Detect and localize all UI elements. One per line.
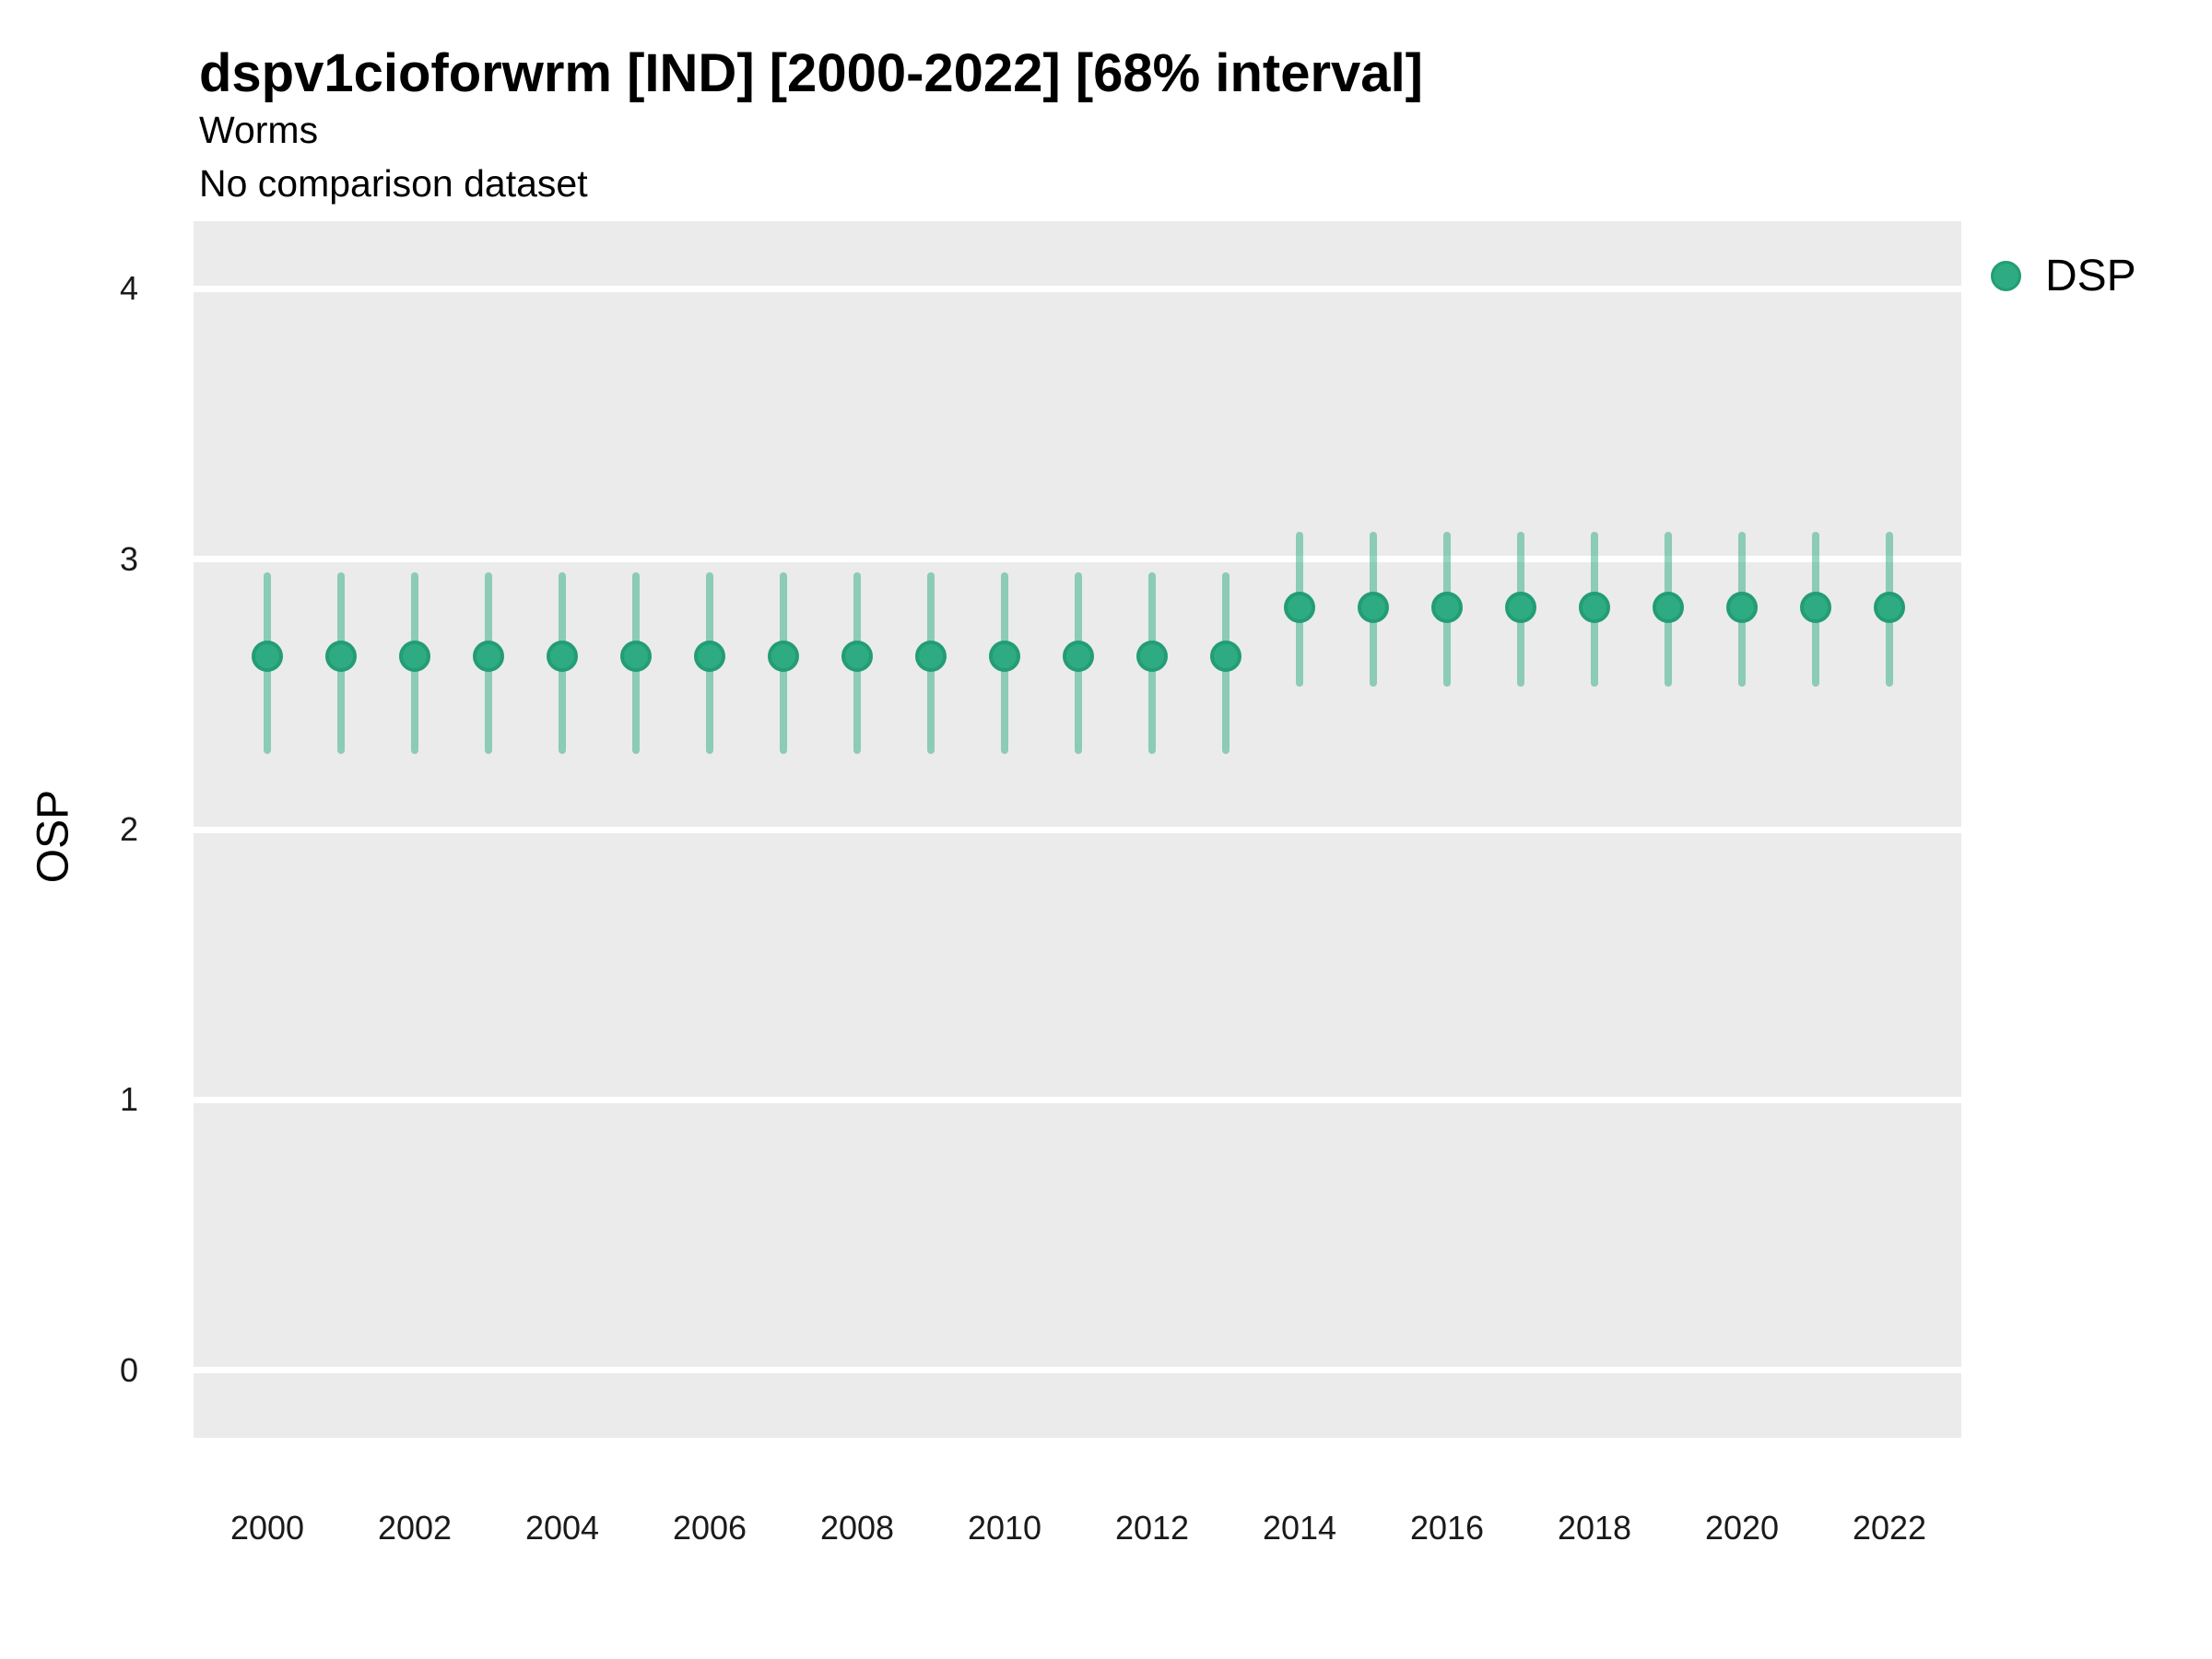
gridline-y-4 [194, 285, 1961, 292]
data-point-2000 [252, 641, 283, 673]
x-tick-label-2008: 2008 [819, 1509, 895, 1547]
data-point-2016 [1431, 592, 1463, 624]
data-point-2015 [1358, 592, 1389, 624]
legend-marker-dot [1991, 261, 2021, 291]
data-point-2001 [325, 641, 357, 673]
gridline-y-1 [194, 1096, 1961, 1103]
y-tick-label-3: 3 [119, 539, 138, 578]
y-tick-label-2: 2 [119, 810, 138, 848]
y-tick-label-4: 4 [119, 269, 138, 308]
x-tick-label-2002: 2002 [377, 1509, 453, 1547]
legend: DSP [1991, 251, 2136, 301]
gridline-y-2 [194, 826, 1961, 833]
data-point-2012 [1136, 641, 1168, 673]
data-point-2007 [768, 641, 799, 673]
data-point-2008 [841, 641, 873, 673]
x-tick-label-2006: 2006 [672, 1509, 747, 1547]
comparison-note: No comparison dataset [199, 162, 588, 205]
data-point-2003 [473, 641, 504, 673]
x-tick-label-2014: 2014 [1262, 1509, 1337, 1547]
data-point-2013 [1210, 641, 1241, 673]
x-tick-label-2020: 2020 [1704, 1509, 1780, 1547]
plot-panel [194, 221, 1961, 1438]
x-tick-label-2010: 2010 [967, 1509, 1042, 1547]
gridline-y-3 [194, 556, 1961, 563]
x-tick-label-2004: 2004 [524, 1509, 600, 1547]
data-point-2017 [1505, 592, 1536, 624]
data-point-2020 [1726, 592, 1758, 624]
data-point-2005 [620, 641, 652, 673]
data-point-2014 [1284, 592, 1315, 624]
data-point-2004 [547, 641, 578, 673]
legend-label: DSP [2045, 252, 2136, 300]
y-tick-label-0: 0 [119, 1350, 138, 1389]
data-point-2009 [915, 641, 947, 673]
data-point-2011 [1063, 641, 1094, 673]
data-point-2022 [1874, 592, 1905, 624]
y-tick-label-1: 1 [119, 1080, 138, 1119]
data-point-2019 [1653, 592, 1684, 624]
x-tick-label-2016: 2016 [1409, 1509, 1485, 1547]
x-tick-label-2000: 2000 [229, 1509, 305, 1547]
chart-title: dspv1cioforwrm [IND] [2000-2022] [68% in… [199, 43, 1423, 103]
gridline-y-0 [194, 1367, 1961, 1374]
data-point-2002 [399, 641, 430, 673]
x-tick-label-2012: 2012 [1114, 1509, 1190, 1547]
x-tick-label-2022: 2022 [1852, 1509, 1927, 1547]
data-point-2006 [694, 641, 725, 673]
data-point-2021 [1800, 592, 1831, 624]
data-point-2010 [989, 641, 1020, 673]
x-tick-label-2018: 2018 [1557, 1509, 1632, 1547]
chart-subtitle: Worms [199, 109, 319, 151]
data-point-2018 [1579, 592, 1610, 624]
